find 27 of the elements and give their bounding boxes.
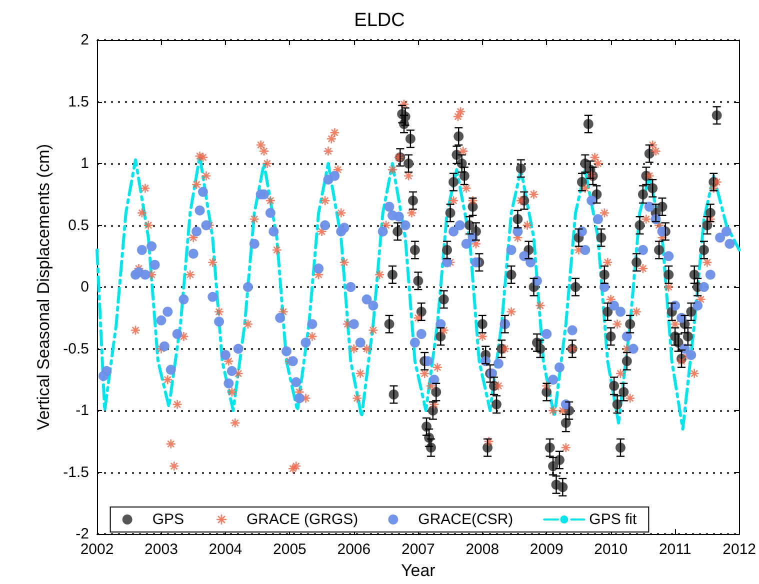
- x-tick-label: 2004: [208, 541, 242, 558]
- y-tick-label: 0: [80, 278, 89, 296]
- y-tick-label: -0.5: [63, 340, 89, 358]
- legend-label: GRACE (GRGS): [246, 511, 358, 528]
- x-tick-label: 2006: [337, 541, 371, 558]
- x-tick-label: 2007: [401, 541, 435, 558]
- x-tick-label: 2008: [466, 541, 500, 558]
- x-axis-title: Year: [400, 561, 436, 580]
- x-tick-label: 2011: [658, 541, 692, 558]
- y-tick-label: -2: [76, 526, 89, 543]
- x-tick-label: 2009: [530, 541, 564, 558]
- y-tick-label: -1.5: [63, 464, 89, 481]
- y-tick-label: 1.5: [68, 93, 89, 110]
- legend-label: GPS fit: [589, 511, 638, 528]
- x-tick-label: 2010: [594, 541, 628, 558]
- y-tick-label: 0.5: [68, 216, 89, 234]
- x-tick-label: 2003: [144, 541, 178, 558]
- y-tick-label: 2: [80, 32, 89, 48]
- y-axis-title: Vertical Seasonal Displacements (cm): [34, 144, 53, 430]
- y-tick-label: -1: [76, 402, 89, 420]
- x-tick-label: 2002: [80, 541, 114, 558]
- legend-label: GPS: [152, 511, 184, 528]
- chart-title: ELDC: [354, 10, 405, 31]
- legend-label: GRACE(CSR): [418, 511, 514, 528]
- x-tick-label: 2012: [722, 541, 756, 558]
- y-tick-label: 1: [80, 155, 89, 172]
- x-tick-label: 2005: [273, 541, 306, 558]
